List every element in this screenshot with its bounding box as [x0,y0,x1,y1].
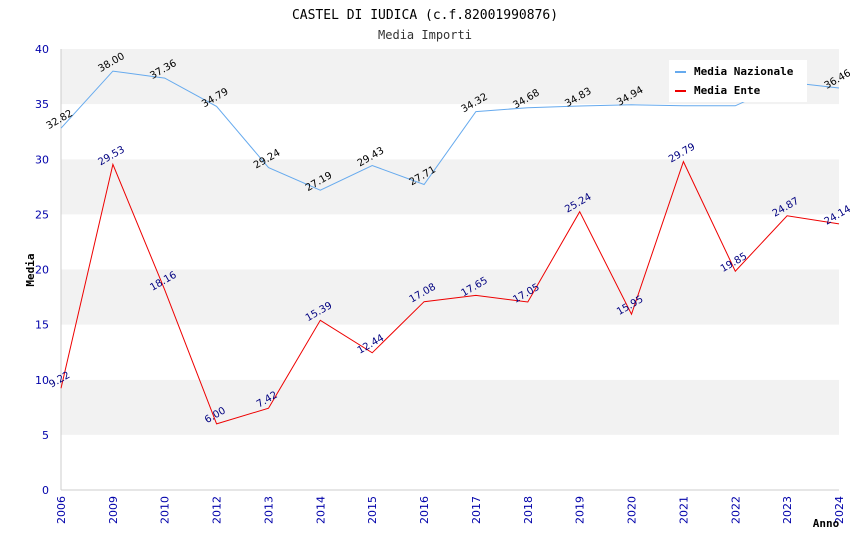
x-tick-label: 2023 [781,496,794,524]
chart-subtitle: Media Importi [378,28,472,42]
legend-label-media-nazionale: Media Nazionale [694,65,794,78]
x-tick-label: 2015 [366,496,379,524]
grid-bands [60,49,839,491]
x-tick-label: 2019 [574,496,587,524]
x-tick-label: 2006 [55,496,68,524]
grid-band [61,159,839,215]
x-tick-label: 2022 [729,496,742,524]
grid-band [61,214,839,270]
x-tick-label: 2012 [211,496,224,524]
x-tick-label: 2016 [418,496,431,524]
series-line-media-ente [60,160,840,425]
x-tick-label: 2010 [159,496,172,524]
y-tick-label: 35 [35,98,49,111]
series-line-media-nazionale [60,70,840,191]
y-axis-label: Media [24,253,37,286]
y-tick-label: 5 [42,429,49,442]
y-tick-label: 30 [35,153,49,166]
legend: Media Nazionale Media Ente [669,60,807,102]
y-tick-label: 20 [35,264,49,277]
grid-band [61,379,839,435]
y-tick-label: 0 [42,484,49,497]
series-lines [60,70,840,425]
y-axis-ticks: 0 5 10 15 20 25 30 35 40 [35,43,49,497]
x-tick-label: 2013 [262,496,275,524]
x-tick-label: 2017 [470,496,483,524]
x-tick-label: 2021 [677,496,690,524]
x-tick-label: 2024 [833,496,846,524]
grid-band [61,434,839,490]
y-tick-label: 15 [35,319,49,332]
y-tick-label: 25 [35,208,49,221]
legend-label-media-ente: Media Ente [694,84,761,97]
grid-band [61,324,839,380]
x-tick-label: 2020 [626,496,639,524]
legend-box [669,60,807,102]
x-tick-label: 2009 [107,496,120,524]
grid-band [61,104,839,160]
y-tick-label: 40 [35,43,49,56]
x-tick-label: 2018 [522,496,535,524]
chart-title: CASTEL DI IUDICA (c.f.82001990876) [292,8,558,23]
y-tick-label: 10 [35,374,49,387]
x-axis-ticks: 2006 2009 2010 2012 2013 2014 2015 2016 2017 2018… [55,496,846,524]
x-tick-label: 2014 [314,496,327,524]
x-axis-label: Anno [813,517,840,530]
grid-band [61,269,839,325]
